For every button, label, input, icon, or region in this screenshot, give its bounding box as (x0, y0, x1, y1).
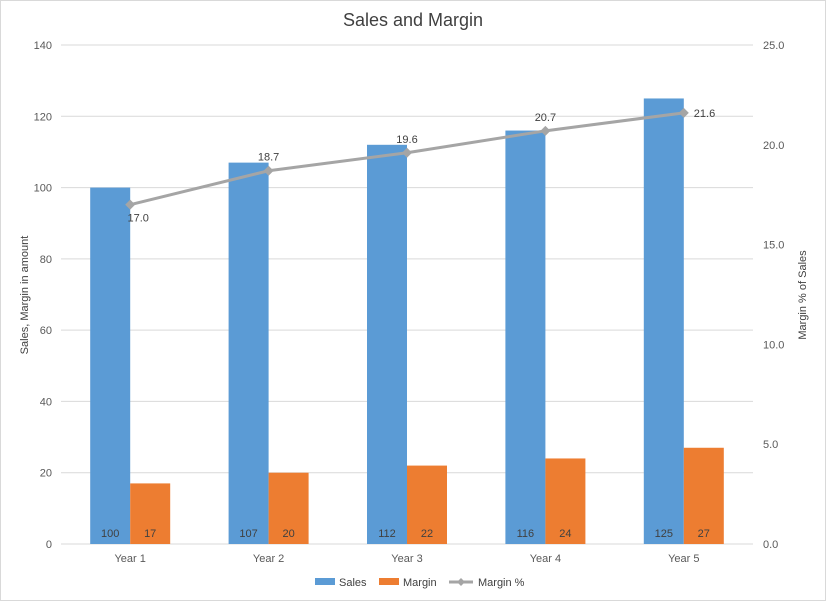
margin-pct-data-label: 17.0 (127, 213, 148, 225)
legend-swatch-margin (379, 578, 399, 585)
sales-data-label: 125 (655, 528, 673, 540)
chart-title: Sales and Margin (343, 10, 483, 30)
legend-marker-margin-pct (457, 578, 465, 586)
margin-data-label: 24 (559, 528, 571, 540)
margin-bar (130, 483, 171, 544)
margin-bar (545, 458, 586, 544)
y2-tick-label: 5.0 (763, 439, 778, 451)
x-tick-label: Year 4 (530, 553, 561, 565)
y-tick-label: 120 (34, 111, 52, 123)
margin-pct-data-label: 20.7 (535, 112, 556, 124)
y2-tick-label: 0.0 (763, 539, 778, 551)
margin-bar (683, 447, 724, 544)
margin-pct-data-label: 21.6 (694, 108, 715, 120)
margin-pct-data-label: 19.6 (396, 134, 417, 146)
sales-bar (90, 187, 131, 545)
legend-label-margin-pct: Margin % (478, 577, 525, 589)
legend-label-sales: Sales (339, 577, 367, 589)
sales-data-label: 100 (101, 528, 119, 540)
margin-pct-marker (402, 147, 412, 158)
margin-data-label: 20 (282, 528, 294, 540)
x-tick-label: Year 2 (253, 553, 284, 565)
sales-data-label: 112 (378, 528, 396, 540)
y-tick-label: 60 (40, 325, 52, 337)
y2-tick-label: 15.0 (763, 240, 784, 252)
legend-swatch-sales (315, 578, 335, 585)
sales-bar (228, 162, 269, 544)
margin-pct-marker (263, 165, 274, 176)
x-tick-label: Year 5 (668, 553, 699, 565)
sales-data-label: 107 (239, 528, 257, 540)
margin-data-label: 22 (421, 528, 433, 540)
margin-pct-marker (678, 107, 689, 118)
y2-tick-label: 20.0 (763, 140, 784, 152)
margin-bar (407, 465, 447, 544)
sales-bar (505, 130, 546, 545)
margin-data-label: 17 (144, 528, 156, 540)
margin-bar (268, 472, 309, 544)
y-tick-label: 40 (40, 396, 52, 408)
margin-pct-data-label: 18.7 (258, 152, 279, 164)
y-tick-label: 80 (40, 254, 52, 266)
y2-tick-label: 10.0 (763, 339, 784, 351)
y-axis-title: Sales, Margin in amount (19, 236, 31, 355)
y-tick-label: 20 (40, 468, 52, 480)
x-tick-label: Year 1 (114, 553, 145, 565)
margin-pct-marker (540, 125, 551, 136)
sales-bar (367, 144, 407, 545)
sales-data-label: 116 (517, 528, 535, 540)
y-tick-label: 100 (34, 183, 52, 195)
margin-data-label: 27 (698, 528, 710, 540)
y2-tick-label: 25.0 (763, 40, 784, 52)
y-tick-label: 140 (34, 40, 52, 52)
x-tick-label: Year 3 (391, 553, 422, 565)
sales-bar (643, 98, 684, 544)
y2-axis-title: Margin % of Sales (797, 250, 809, 340)
y-tick-label: 0 (46, 539, 52, 551)
margin-pct-marker (125, 199, 136, 210)
legend-label-margin: Margin (403, 577, 437, 589)
